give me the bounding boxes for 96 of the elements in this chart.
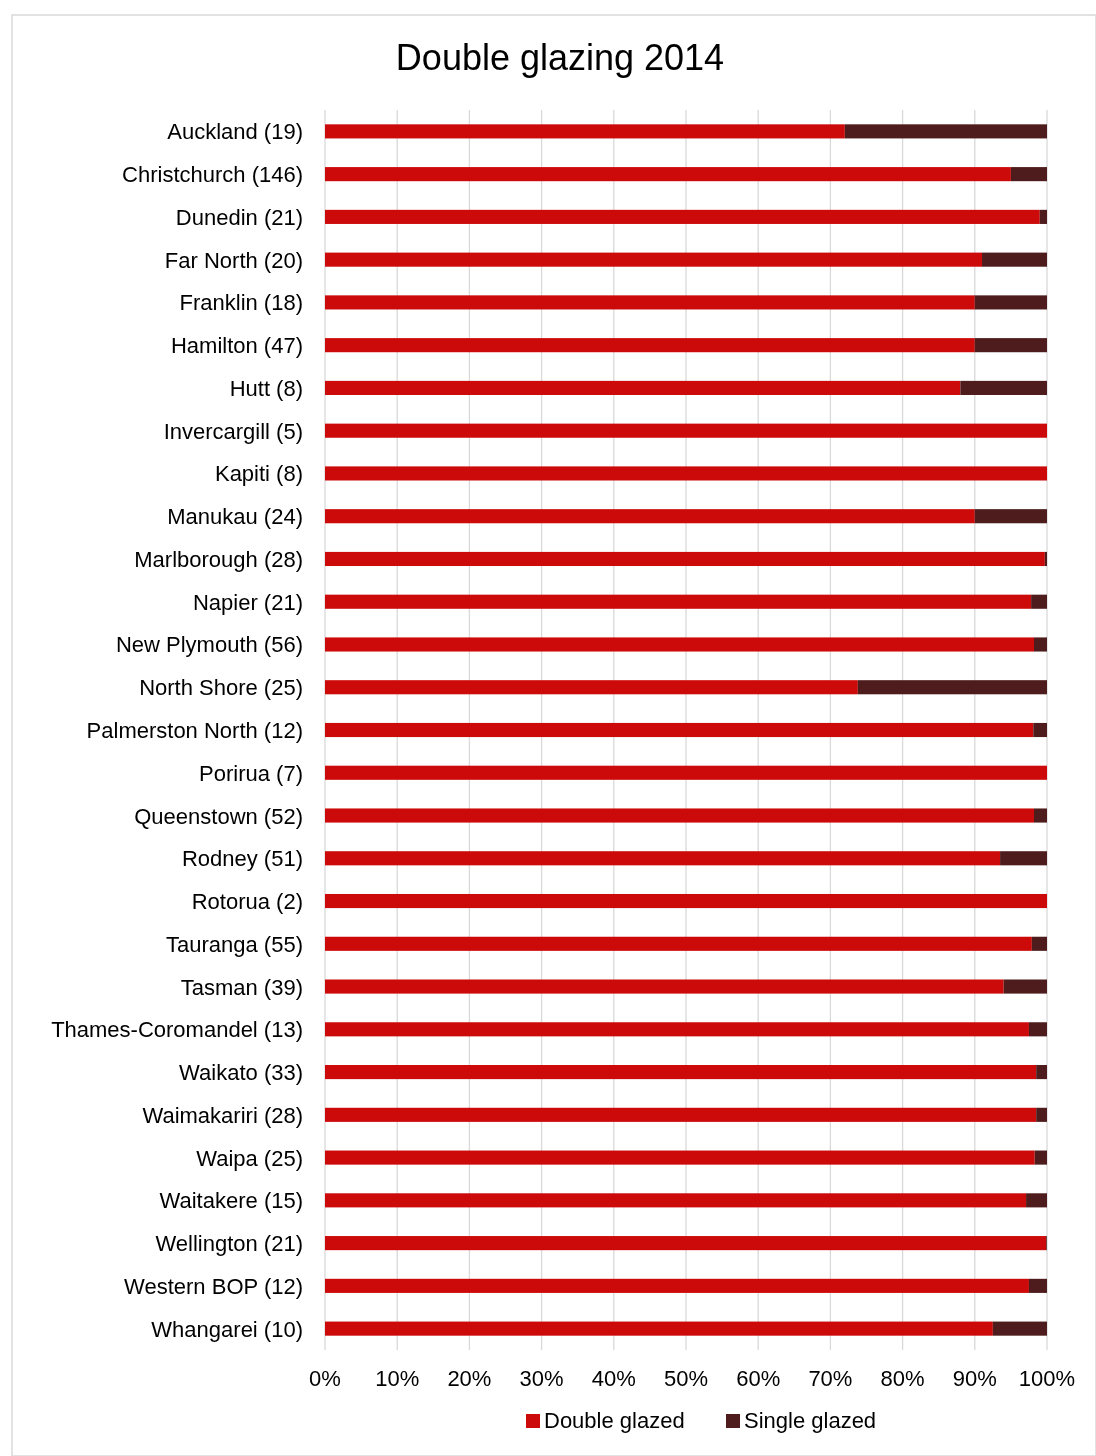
x-tick-label: 100% (1018, 1366, 1076, 1391)
y-tick-label: Dunedin (21) (175, 204, 303, 230)
bar (325, 338, 975, 353)
chart-title: Double glazing 2014 (395, 37, 725, 78)
y-tick-label: Invercargill (5) (163, 418, 303, 444)
x-tick-label: 90% (952, 1366, 997, 1391)
bar (325, 1321, 993, 1336)
y-tick-label: Manukau (24) (167, 504, 303, 530)
bar (325, 1278, 1029, 1293)
bar (1036, 1065, 1047, 1080)
bar (857, 680, 1047, 695)
y-tick-label: Napier (21) (192, 589, 303, 615)
bar (1039, 209, 1047, 224)
y-tick-label: Queenstown (52) (134, 803, 303, 829)
bar (325, 1022, 1029, 1037)
bar (1031, 936, 1047, 951)
bar (325, 1065, 1037, 1080)
bar (325, 979, 1004, 994)
bar (325, 1236, 1047, 1251)
y-tick-label: Tauranga (55) (166, 931, 303, 957)
y-tick-label: Kapiti (8) (214, 461, 303, 487)
bar (1010, 167, 1047, 182)
bar (325, 423, 1047, 438)
bar (1033, 722, 1047, 738)
x-tick-label: 50% (663, 1366, 709, 1391)
bar (960, 380, 1047, 395)
y-tick-label: Rotorua (2) (191, 889, 303, 915)
y-tick-label: Franklin (18) (179, 290, 303, 316)
x-tick-label: 30% (519, 1366, 564, 1391)
y-tick-label: Waipa (25) (196, 1145, 303, 1171)
bar (325, 808, 1034, 823)
x-tick-label: 10% (375, 1366, 420, 1391)
bar (1000, 851, 1047, 866)
y-tick-label: Christchurch (146) (122, 162, 303, 188)
bar (1044, 551, 1047, 567)
bar (1036, 1107, 1047, 1122)
bar (1026, 1193, 1047, 1208)
x-tick-label: 80% (880, 1366, 925, 1391)
y-tick-label: New Plymouth (56) (115, 632, 303, 658)
bar (325, 765, 1047, 780)
bar (325, 209, 1040, 224)
bar (325, 509, 975, 524)
y-tick-label: Palmerston North (12) (86, 718, 303, 743)
bar (325, 551, 1045, 567)
x-tick-label: 20% (447, 1366, 492, 1391)
y-tick-label: Porirua (7) (199, 760, 303, 786)
y-tick-label: Thames-Coromandel (13) (51, 1017, 303, 1043)
y-tick-label: Waitakere (15) (159, 1188, 303, 1214)
bar (325, 1107, 1037, 1122)
y-tick-label: Hutt (8) (229, 375, 303, 401)
bar (1028, 1022, 1047, 1037)
bar (325, 936, 1032, 951)
y-tick-label: Wellington (21) (155, 1231, 303, 1257)
bar (325, 680, 858, 695)
y-tick-label: Waikato (33) (179, 1060, 303, 1086)
bar (325, 722, 1034, 738)
bar (325, 1193, 1027, 1208)
y-tick-label: Whangarei (10) (151, 1316, 303, 1342)
bar (325, 466, 1047, 481)
x-tick-label: 60% (736, 1366, 781, 1391)
bar (1034, 1150, 1047, 1165)
y-tick-label: Rodney (51) (181, 846, 303, 872)
bar (1034, 808, 1047, 823)
bar (325, 637, 1034, 652)
bar (982, 252, 1047, 267)
bar (1031, 594, 1047, 609)
y-tick-label: Tasman (39) (180, 974, 303, 1000)
bar (974, 338, 1047, 353)
bar (325, 893, 1047, 909)
legend-label: Single glazed (744, 1408, 877, 1433)
bar (325, 124, 845, 139)
bar (1034, 637, 1047, 652)
bar (325, 594, 1032, 609)
bar (844, 124, 1047, 139)
y-tick-label: Far North (20) (164, 247, 303, 273)
bar (325, 252, 983, 267)
legend-label: Double glazed (544, 1408, 685, 1433)
bar (1028, 1278, 1047, 1293)
bar (325, 1150, 1035, 1165)
y-tick-label: Auckland (19) (167, 119, 303, 145)
bar (992, 1321, 1047, 1336)
y-tick-label: Marlborough (28) (134, 546, 303, 572)
x-tick-label: 70% (808, 1366, 853, 1391)
y-tick-label: North Shore (25) (139, 675, 303, 701)
x-tick-label: 40% (591, 1366, 636, 1391)
bar (325, 851, 1001, 866)
bar (974, 295, 1047, 310)
bar (974, 509, 1047, 524)
y-tick-label: Hamilton (47) (170, 333, 303, 359)
bar (1003, 979, 1047, 994)
bar (325, 167, 1011, 182)
bar (325, 380, 961, 395)
bar (325, 295, 975, 310)
x-tick-label: 0% (309, 1366, 341, 1391)
y-tick-label: Western BOP (12) (124, 1273, 303, 1299)
y-tick-label: Waimakariri (28) (142, 1102, 303, 1128)
